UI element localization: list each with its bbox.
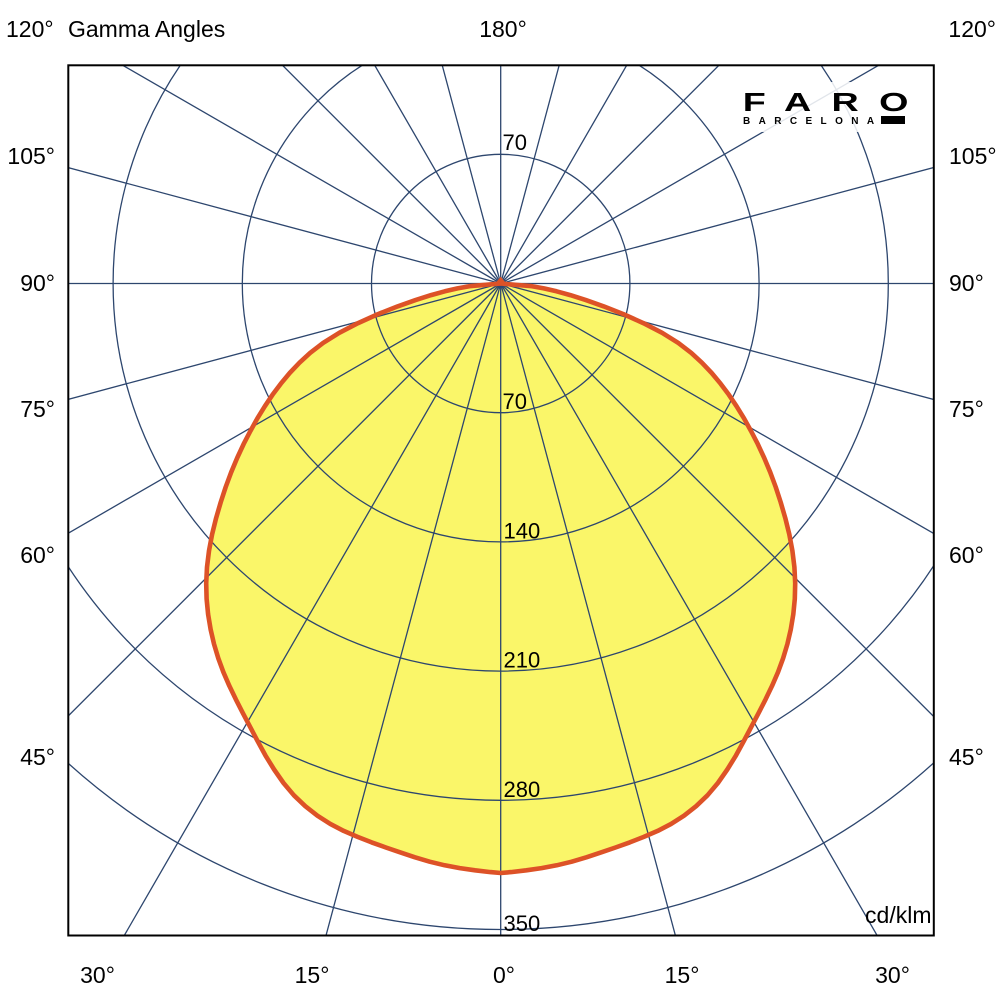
svg-text:105°: 105° (7, 143, 55, 169)
svg-text:60°: 60° (20, 542, 55, 568)
svg-text:15°: 15° (665, 962, 700, 988)
svg-text:90°: 90° (949, 270, 984, 296)
svg-text:30°: 30° (80, 962, 115, 988)
svg-text:BARCELONA: BARCELONA (743, 116, 883, 127)
svg-text:75°: 75° (949, 396, 984, 422)
svg-text:45°: 45° (949, 744, 984, 770)
svg-text:120°: 120° (6, 16, 54, 42)
svg-text:75°: 75° (20, 396, 55, 422)
svg-text:280: 280 (504, 777, 541, 802)
svg-text:60°: 60° (949, 542, 984, 568)
svg-text:70: 70 (503, 389, 527, 414)
svg-text:140: 140 (504, 519, 541, 544)
svg-text:105°: 105° (949, 143, 997, 169)
svg-text:45°: 45° (20, 744, 55, 770)
svg-text:120°: 120° (948, 16, 996, 42)
svg-text:FARO: FARO (743, 88, 929, 117)
svg-text:210: 210 (504, 648, 541, 673)
svg-text:0°: 0° (493, 962, 515, 988)
svg-text:70: 70 (503, 130, 527, 155)
svg-text:Gamma Angles: Gamma Angles (68, 16, 225, 42)
svg-text:cd/klm: cd/klm (865, 902, 931, 928)
svg-text:30°: 30° (875, 962, 910, 988)
svg-text:350: 350 (504, 911, 541, 936)
svg-text:90°: 90° (20, 270, 55, 296)
svg-text:180°: 180° (479, 16, 527, 42)
svg-text:15°: 15° (295, 962, 330, 988)
